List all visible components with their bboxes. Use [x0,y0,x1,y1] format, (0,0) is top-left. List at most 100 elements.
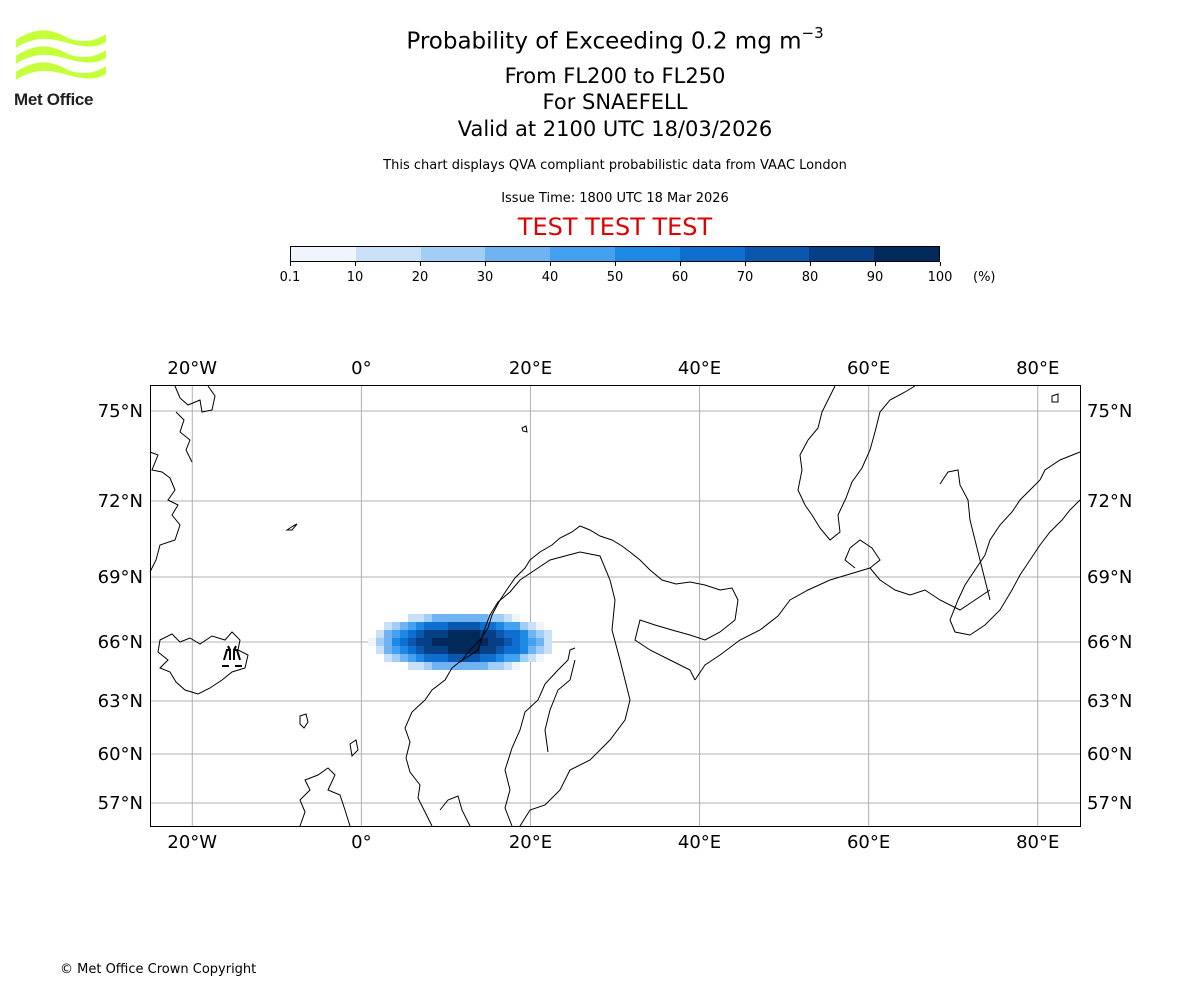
colorbar-segment [550,247,615,261]
ash-cell [496,638,504,646]
ash-cell [520,654,528,662]
ash-cell [392,654,400,662]
coastline-sweden-finland [519,551,631,827]
colorbar-segment [809,247,875,261]
ash-cell [440,614,448,622]
island-jan-mayen [285,523,298,531]
colorbar-tick-mark [485,262,486,266]
coastline-gulf-bothnia [504,647,576,827]
ash-cell [440,646,448,654]
ash-cell [424,630,432,638]
ash-cell [528,622,536,630]
ash-cell [496,646,504,654]
ash-cell [512,654,520,662]
colorbar-tick-label: 90 [866,270,884,285]
ash-cell [528,654,536,662]
colorbar-tick-label: 10 [346,270,364,285]
ash-cell [464,646,472,654]
ash-cell [544,630,552,638]
ash-cell [376,646,384,654]
ash-cell [472,614,480,622]
lat-label-right: 57°N [1087,793,1132,814]
colorbar-tick-label: 70 [736,270,754,285]
ash-cell [496,622,504,630]
ash-cell [432,646,440,654]
lon-label-bottom: 80°E [1016,832,1059,853]
ash-cell [544,638,552,646]
ash-cell [488,662,496,670]
ash-cell [448,614,456,622]
ash-cell [472,646,480,654]
lat-label-right: 63°N [1087,691,1132,712]
lat-label-right: 66°N [1087,632,1132,653]
ash-cell [512,630,520,638]
colorbar-tick-mark [810,262,811,266]
ash-cell [456,646,464,654]
ash-cell [480,646,488,654]
lat-label-left: 63°N [98,691,143,712]
colorbar-tick-label: 100 [927,270,953,285]
ash-cell [448,638,456,646]
ash-cell [472,630,480,638]
wave-logo-icon [16,30,106,80]
ash-cell [416,638,424,646]
ash-cell [408,654,416,662]
test-banner: TEST TEST TEST [517,213,713,241]
ash-cell [488,614,496,622]
ash-cell [432,638,440,646]
ash-cell [440,622,448,630]
coastline-scotland [299,767,351,827]
ash-cell [456,662,464,670]
ash-cell [408,646,416,654]
chart-title: Probability of Exceeding 0.2 mg m−3 [406,24,824,55]
island-faroes [299,713,309,729]
ash-cell [456,622,464,630]
ash-cell [480,654,488,662]
lat-label-right: 75°N [1087,401,1132,422]
ash-cell [448,622,456,630]
coastline-greenland-north [174,385,216,413]
ash-cell [496,654,504,662]
valid-time-subtitle: Valid at 2100 UTC 18/03/2026 [457,117,773,141]
ash-cell [488,646,496,654]
ash-cell [512,638,520,646]
lat-label-left: 66°N [98,632,143,653]
ash-cell [384,638,392,646]
ash-cell [416,614,424,622]
ash-cell [416,622,424,630]
ash-cell [536,654,544,662]
ash-cell [504,638,512,646]
ash-cell [400,630,408,638]
ash-cell [440,654,448,662]
ash-cell [472,622,480,630]
border-norway-sweden [459,551,581,663]
ash-cell [416,662,424,670]
ash-cell [400,622,408,630]
ash-cell [432,622,440,630]
ash-cell [416,646,424,654]
ash-cell [528,630,536,638]
ash-cell [392,630,400,638]
ash-cell [480,614,488,622]
ash-cell [520,646,528,654]
ash-cell [496,630,504,638]
ash-cell [472,638,480,646]
lon-label-bottom: 20°E [509,832,552,853]
colorbar-segment [485,247,551,261]
ash-cell [464,630,472,638]
ash-cell [456,630,464,638]
ash-cell [416,654,424,662]
ash-cell [424,638,432,646]
lon-label-top: 20°E [509,358,552,379]
colorbar-tick-mark [745,262,746,266]
ash-cell [432,662,440,670]
ash-cell [504,622,512,630]
ash-cell [464,622,472,630]
ash-cell [384,646,392,654]
ash-cell [456,638,464,646]
lat-label-left: 60°N [98,744,143,765]
map-frame [150,385,1081,827]
coastline-greenland-mid [175,411,193,463]
colorbar-tick-label: 80 [801,270,819,285]
coastline-norway [404,525,631,827]
